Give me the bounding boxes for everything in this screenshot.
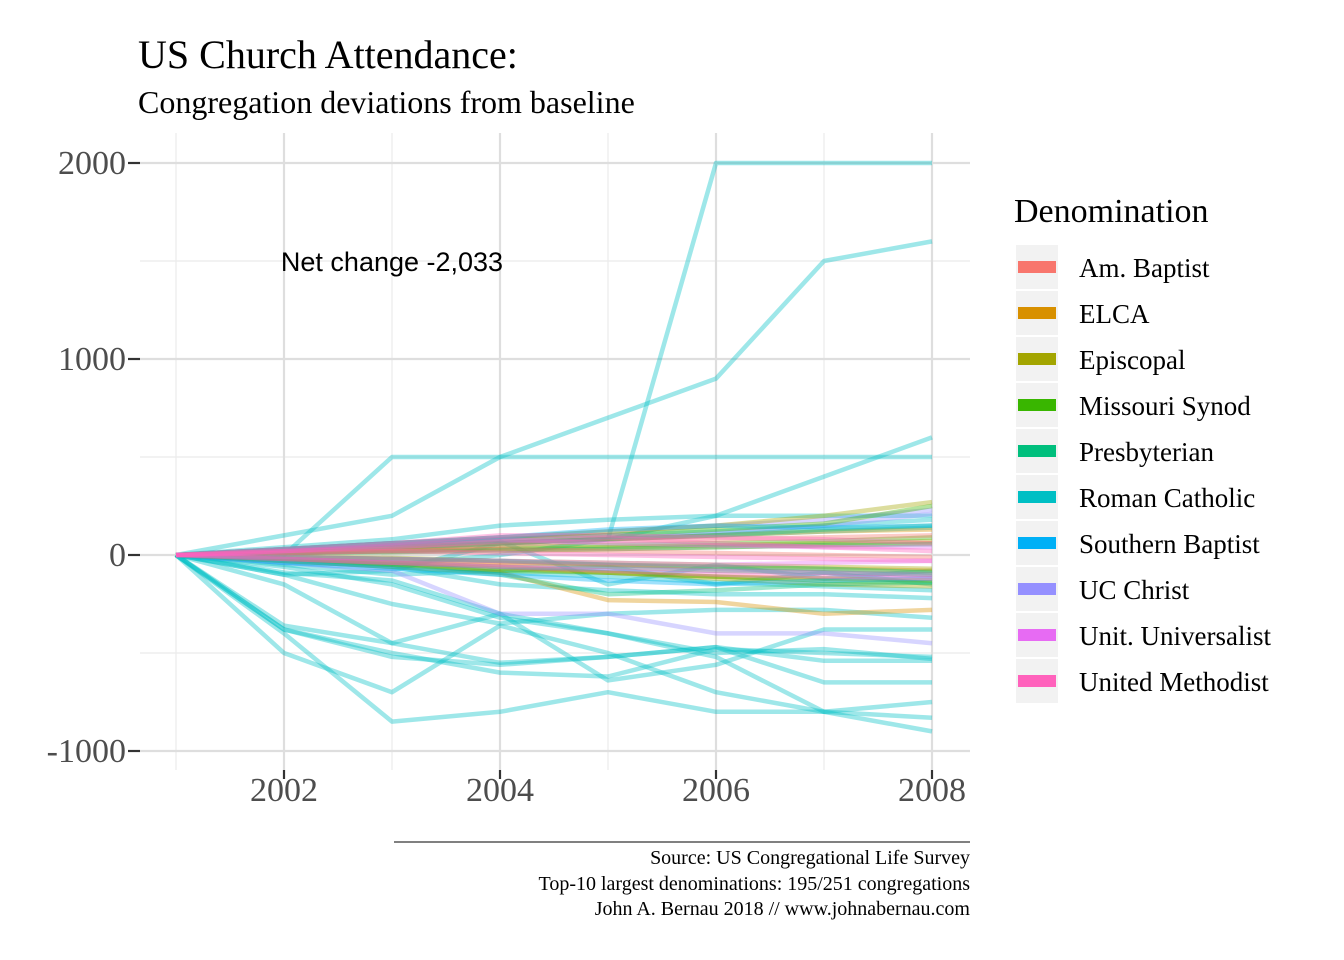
grid-minor	[140, 133, 970, 770]
series-line	[175, 552, 933, 601]
x-tick-label: 2002	[250, 772, 318, 809]
y-tick-label: 1000	[58, 341, 126, 378]
legend-label: Am. Baptist	[1079, 253, 1210, 283]
legend-swatch	[1018, 445, 1056, 457]
legend-label: Missouri Synod	[1079, 391, 1251, 421]
series-line	[175, 160, 932, 577]
net-change-annotation: Net change -2,033	[281, 247, 503, 277]
series-line	[174, 553, 932, 666]
series-line	[175, 507, 933, 558]
legend-swatch	[1018, 307, 1056, 319]
series-line	[175, 552, 933, 646]
legend-label: Episcopal	[1079, 345, 1185, 375]
legend-swatch	[1018, 675, 1056, 687]
x-tick-label: 2004	[466, 772, 534, 809]
legend-swatch	[1018, 583, 1056, 595]
series-line	[175, 552, 933, 593]
series-line	[175, 517, 933, 558]
series-line	[175, 535, 933, 558]
series-line	[175, 552, 933, 583]
series-line	[174, 553, 933, 724]
y-tick-label: 0	[109, 537, 126, 574]
legend-title: Denomination	[1014, 193, 1209, 230]
series-line	[175, 552, 933, 577]
grid-major	[140, 133, 970, 770]
series-line	[175, 525, 933, 558]
series-line	[174, 553, 933, 679]
series-line	[175, 533, 933, 558]
series-line	[175, 540, 933, 558]
series-line	[175, 552, 933, 581]
x-tick-label: 2008	[898, 772, 966, 809]
series-line	[175, 523, 933, 558]
caption-denominations: Top-10 largest denominations: 195/251 co…	[539, 873, 971, 895]
legend-swatch	[1018, 537, 1056, 549]
series-line	[175, 552, 933, 568]
series-line	[174, 553, 933, 734]
series-line	[175, 239, 933, 558]
series-line	[175, 548, 933, 564]
series-line	[175, 511, 933, 558]
series-line	[175, 552, 933, 587]
series-line	[175, 539, 933, 587]
x-tick-label: 2006	[682, 772, 750, 809]
legend-label: Roman Catholic	[1079, 483, 1255, 513]
series-line	[175, 539, 933, 558]
series-layer	[174, 160, 933, 734]
series-line	[175, 503, 933, 558]
legend-label: UC Christ	[1079, 575, 1190, 605]
legend-swatch	[1018, 353, 1056, 365]
series-line	[175, 552, 933, 626]
series-line	[175, 435, 933, 568]
series-line	[175, 523, 933, 558]
chart-title: US Church Attendance:	[138, 32, 518, 77]
caption: Source: US Congregational Life Survey To…	[394, 841, 971, 920]
legend-swatch	[1018, 491, 1056, 503]
legend-items: Am. Baptist ELCA Episcopal Missouri Synod Pr…	[1016, 245, 1271, 703]
y-axis: 2000 1000 0 -1000	[47, 145, 140, 770]
series-line	[175, 552, 933, 617]
series-line	[175, 552, 933, 662]
y-tick-label: -1000	[47, 733, 126, 770]
legend: Denomination Am. Baptist ELCA Episcopal Mis…	[1014, 193, 1271, 703]
series-line	[175, 527, 933, 558]
legend-swatch	[1018, 261, 1056, 273]
series-line	[175, 552, 933, 571]
series-line	[175, 546, 933, 560]
caption-author: John A. Bernau 2018 // www.johnabernau.c…	[595, 898, 971, 920]
series-line	[174, 553, 932, 685]
legend-label: Presbyterian	[1079, 437, 1214, 467]
legend-swatch	[1018, 399, 1056, 411]
series-line	[175, 552, 933, 597]
plot-area: Net change -2,033	[140, 133, 970, 770]
series-line	[175, 541, 933, 558]
series-line	[175, 552, 933, 575]
legend-label: Unit. Universalist	[1079, 621, 1271, 651]
caption-source: Source: US Congregational Life Survey	[650, 847, 970, 869]
chart-subtitle: Congregation deviations from baseline	[138, 84, 635, 120]
series-line	[175, 552, 933, 579]
y-tick-label: 2000	[58, 145, 126, 182]
series-line	[175, 552, 932, 683]
legend-label: ELCA	[1079, 299, 1150, 329]
series-line	[175, 533, 933, 558]
legend-label: United Methodist	[1079, 667, 1269, 697]
legend-swatch	[1018, 629, 1056, 641]
x-axis: 2002 2004 2006 2008	[250, 770, 966, 809]
series-line	[175, 499, 933, 558]
series-line	[175, 552, 933, 585]
series-line	[175, 535, 933, 558]
series-line	[175, 552, 933, 589]
series-line	[175, 513, 932, 558]
series-line	[175, 537, 932, 558]
series-line	[175, 552, 933, 573]
series-line	[175, 552, 933, 577]
legend-label: Southern Baptist	[1079, 529, 1260, 559]
series-line	[175, 552, 933, 587]
series-line	[176, 454, 932, 558]
series-line	[175, 552, 933, 720]
